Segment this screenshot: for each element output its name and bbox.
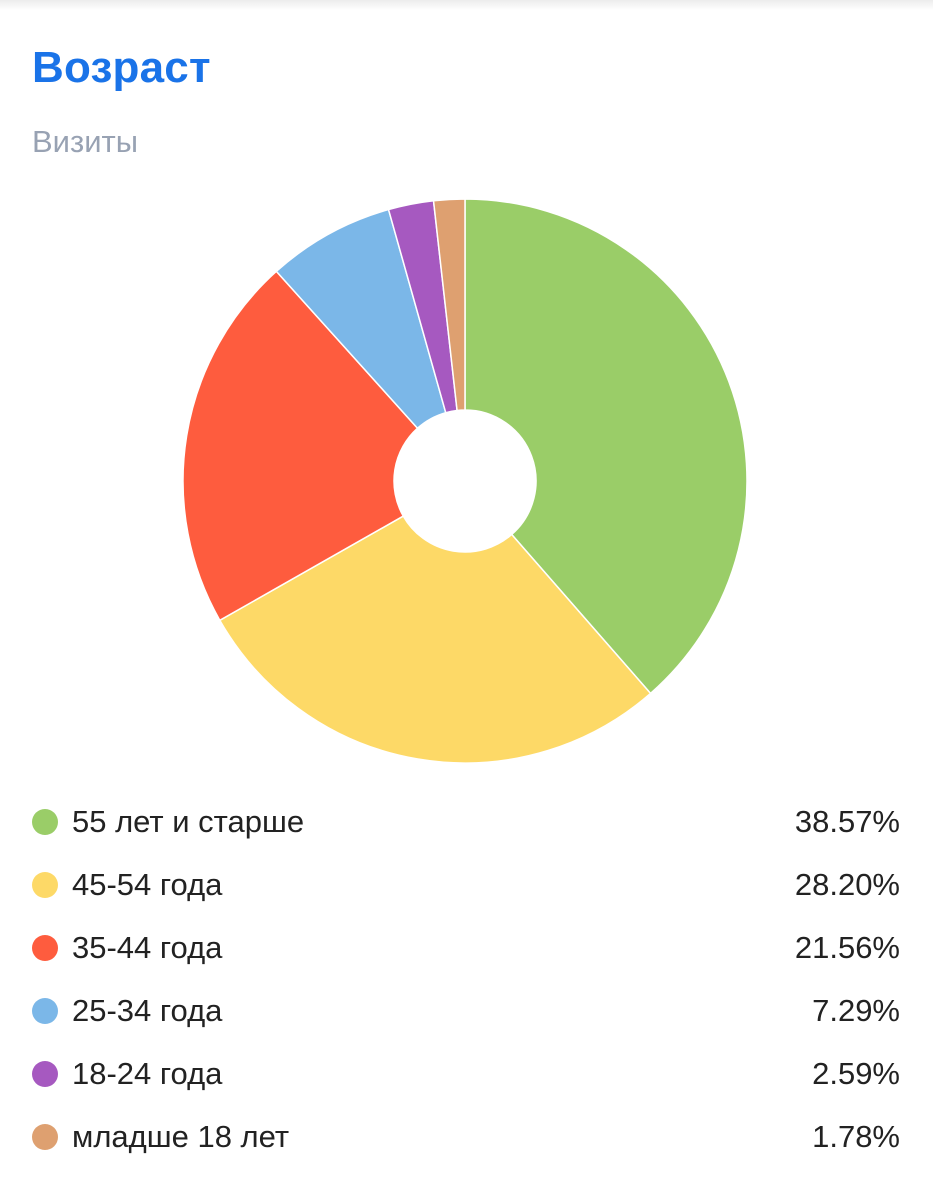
legend-color-dot-icon [32, 1123, 58, 1150]
legend-label: 45-54 года [72, 866, 223, 902]
pie-chart [182, 198, 748, 764]
legend-value: 7.29% [812, 992, 900, 1028]
legend-item[interactable]: 25-34 года 7.29% [32, 979, 900, 1042]
legend-color-dot-icon [32, 997, 58, 1024]
pie-slice-2[interactable] [219, 515, 652, 764]
legend-label: 55 лет и старше [72, 803, 305, 839]
legend-value: 2.59% [812, 1055, 900, 1091]
legend-item[interactable]: 55 лет и старше 38.57% [32, 790, 900, 853]
legend-label: 35-44 года [72, 929, 223, 965]
legend-value: 1.78% [812, 1118, 900, 1154]
top-edge-divider [0, 0, 933, 10]
legend-value: 21.56% [794, 929, 900, 965]
legend-value: 28.20% [794, 866, 900, 902]
pie-chart-container [0, 185, 933, 775]
pie-slice-6[interactable] [432, 198, 466, 412]
chart-subtitle: Визиты [32, 124, 139, 159]
legend-label: младше 18 лет [72, 1118, 290, 1154]
legend-item[interactable]: 45-54 года 28.20% [32, 853, 900, 916]
legend-label: 18-24 года [72, 1055, 223, 1091]
pie-slice-3[interactable] [182, 270, 419, 622]
pie-slice-1[interactable] [464, 198, 748, 695]
legend-item[interactable]: 35-44 года 21.56% [32, 916, 900, 979]
page-title: Возраст [32, 43, 211, 92]
legend-item[interactable]: младше 18 лет 1.78% [32, 1105, 900, 1168]
legend-label: 25-34 года [72, 992, 223, 1028]
legend-color-dot-icon [32, 934, 58, 961]
legend-color-dot-icon [32, 871, 58, 898]
legend-color-dot-icon [32, 808, 58, 835]
chart-legend: 55 лет и старше 38.57% 45-54 года 28.20% 35-… [32, 790, 900, 1168]
legend-item[interactable]: 18-24 года 2.59% [32, 1042, 900, 1105]
legend-color-dot-icon [32, 1060, 58, 1087]
legend-value: 38.57% [794, 803, 900, 839]
